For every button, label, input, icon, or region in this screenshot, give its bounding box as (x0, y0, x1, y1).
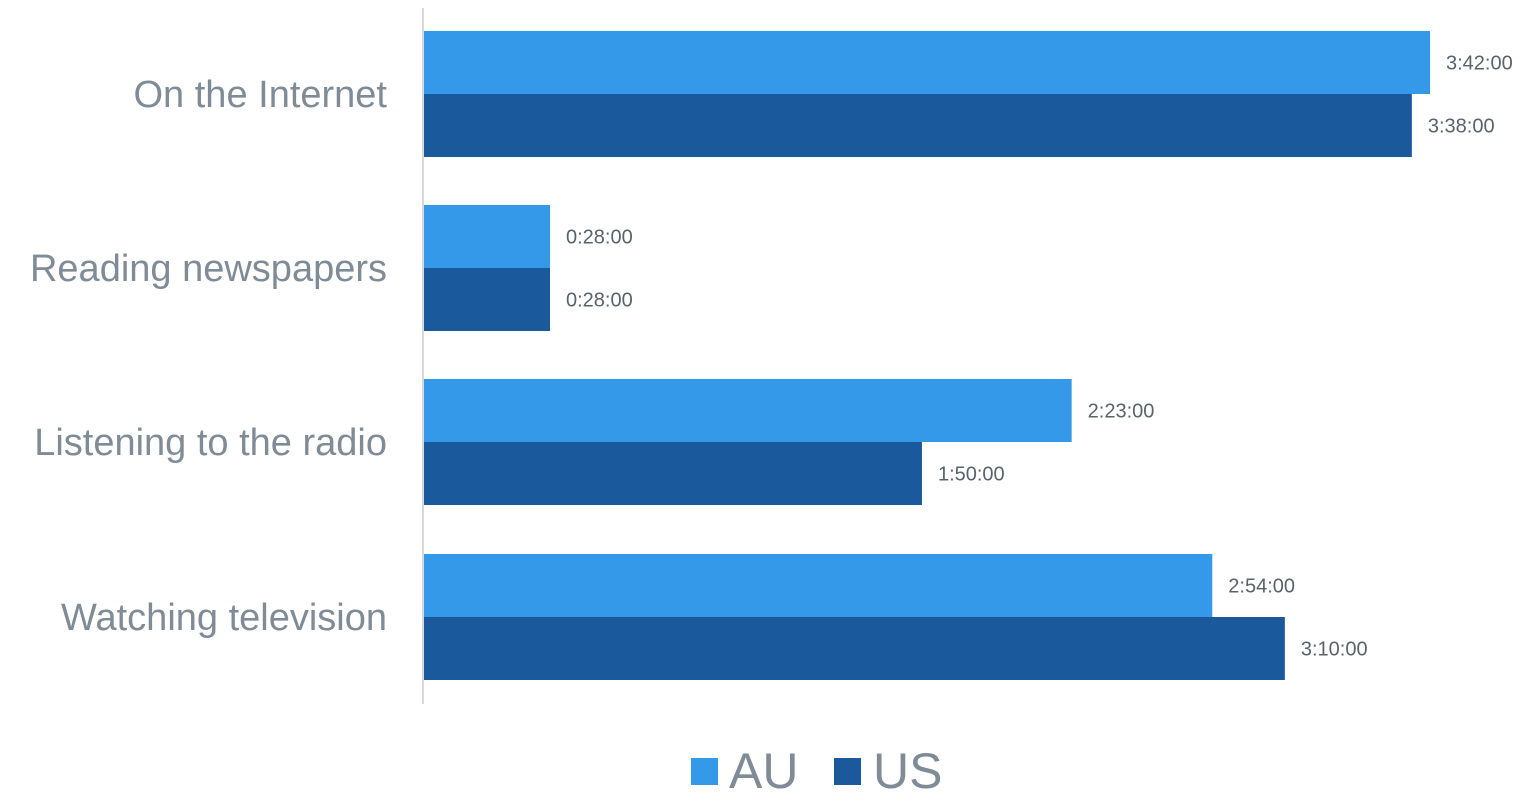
data-label: 0:28:00 (566, 227, 633, 249)
category-label: Listening to the radio (34, 422, 387, 464)
category-label: Watching television (61, 597, 387, 639)
bar-au (423, 554, 1213, 617)
legend-label-au: AU (729, 743, 798, 792)
data-label: 3:38:00 (1428, 116, 1495, 138)
bar-us (423, 94, 1412, 157)
bar-au (423, 31, 1430, 94)
legend-label-us: US (873, 743, 942, 792)
bar-au (423, 379, 1072, 442)
bar-us (423, 617, 1285, 680)
legend-swatch-us (834, 758, 861, 785)
data-label: 3:10:00 (1301, 639, 1368, 661)
bar-us (423, 268, 551, 331)
bar-us (423, 442, 922, 505)
category-label: On the Internet (134, 74, 388, 116)
category-label: Reading newspapers (30, 248, 387, 290)
data-label: 0:28:00 (566, 290, 633, 312)
bars (423, 31, 1430, 680)
data-label: 2:54:00 (1228, 576, 1295, 598)
legend-swatch-au (691, 758, 718, 785)
bar-au (423, 205, 551, 268)
data-label: 3:42:00 (1446, 53, 1513, 75)
category-labels: On the Internet Reading newspapers Listeni… (30, 74, 387, 639)
value-labels: 3:42:00 3:38:00 0:28:00 0:28:00 2:23:00 1:50:… (566, 53, 1513, 661)
data-label: 2:23:00 (1088, 401, 1155, 423)
data-label: 1:50:00 (938, 464, 1005, 486)
legend: AU US (691, 743, 942, 792)
